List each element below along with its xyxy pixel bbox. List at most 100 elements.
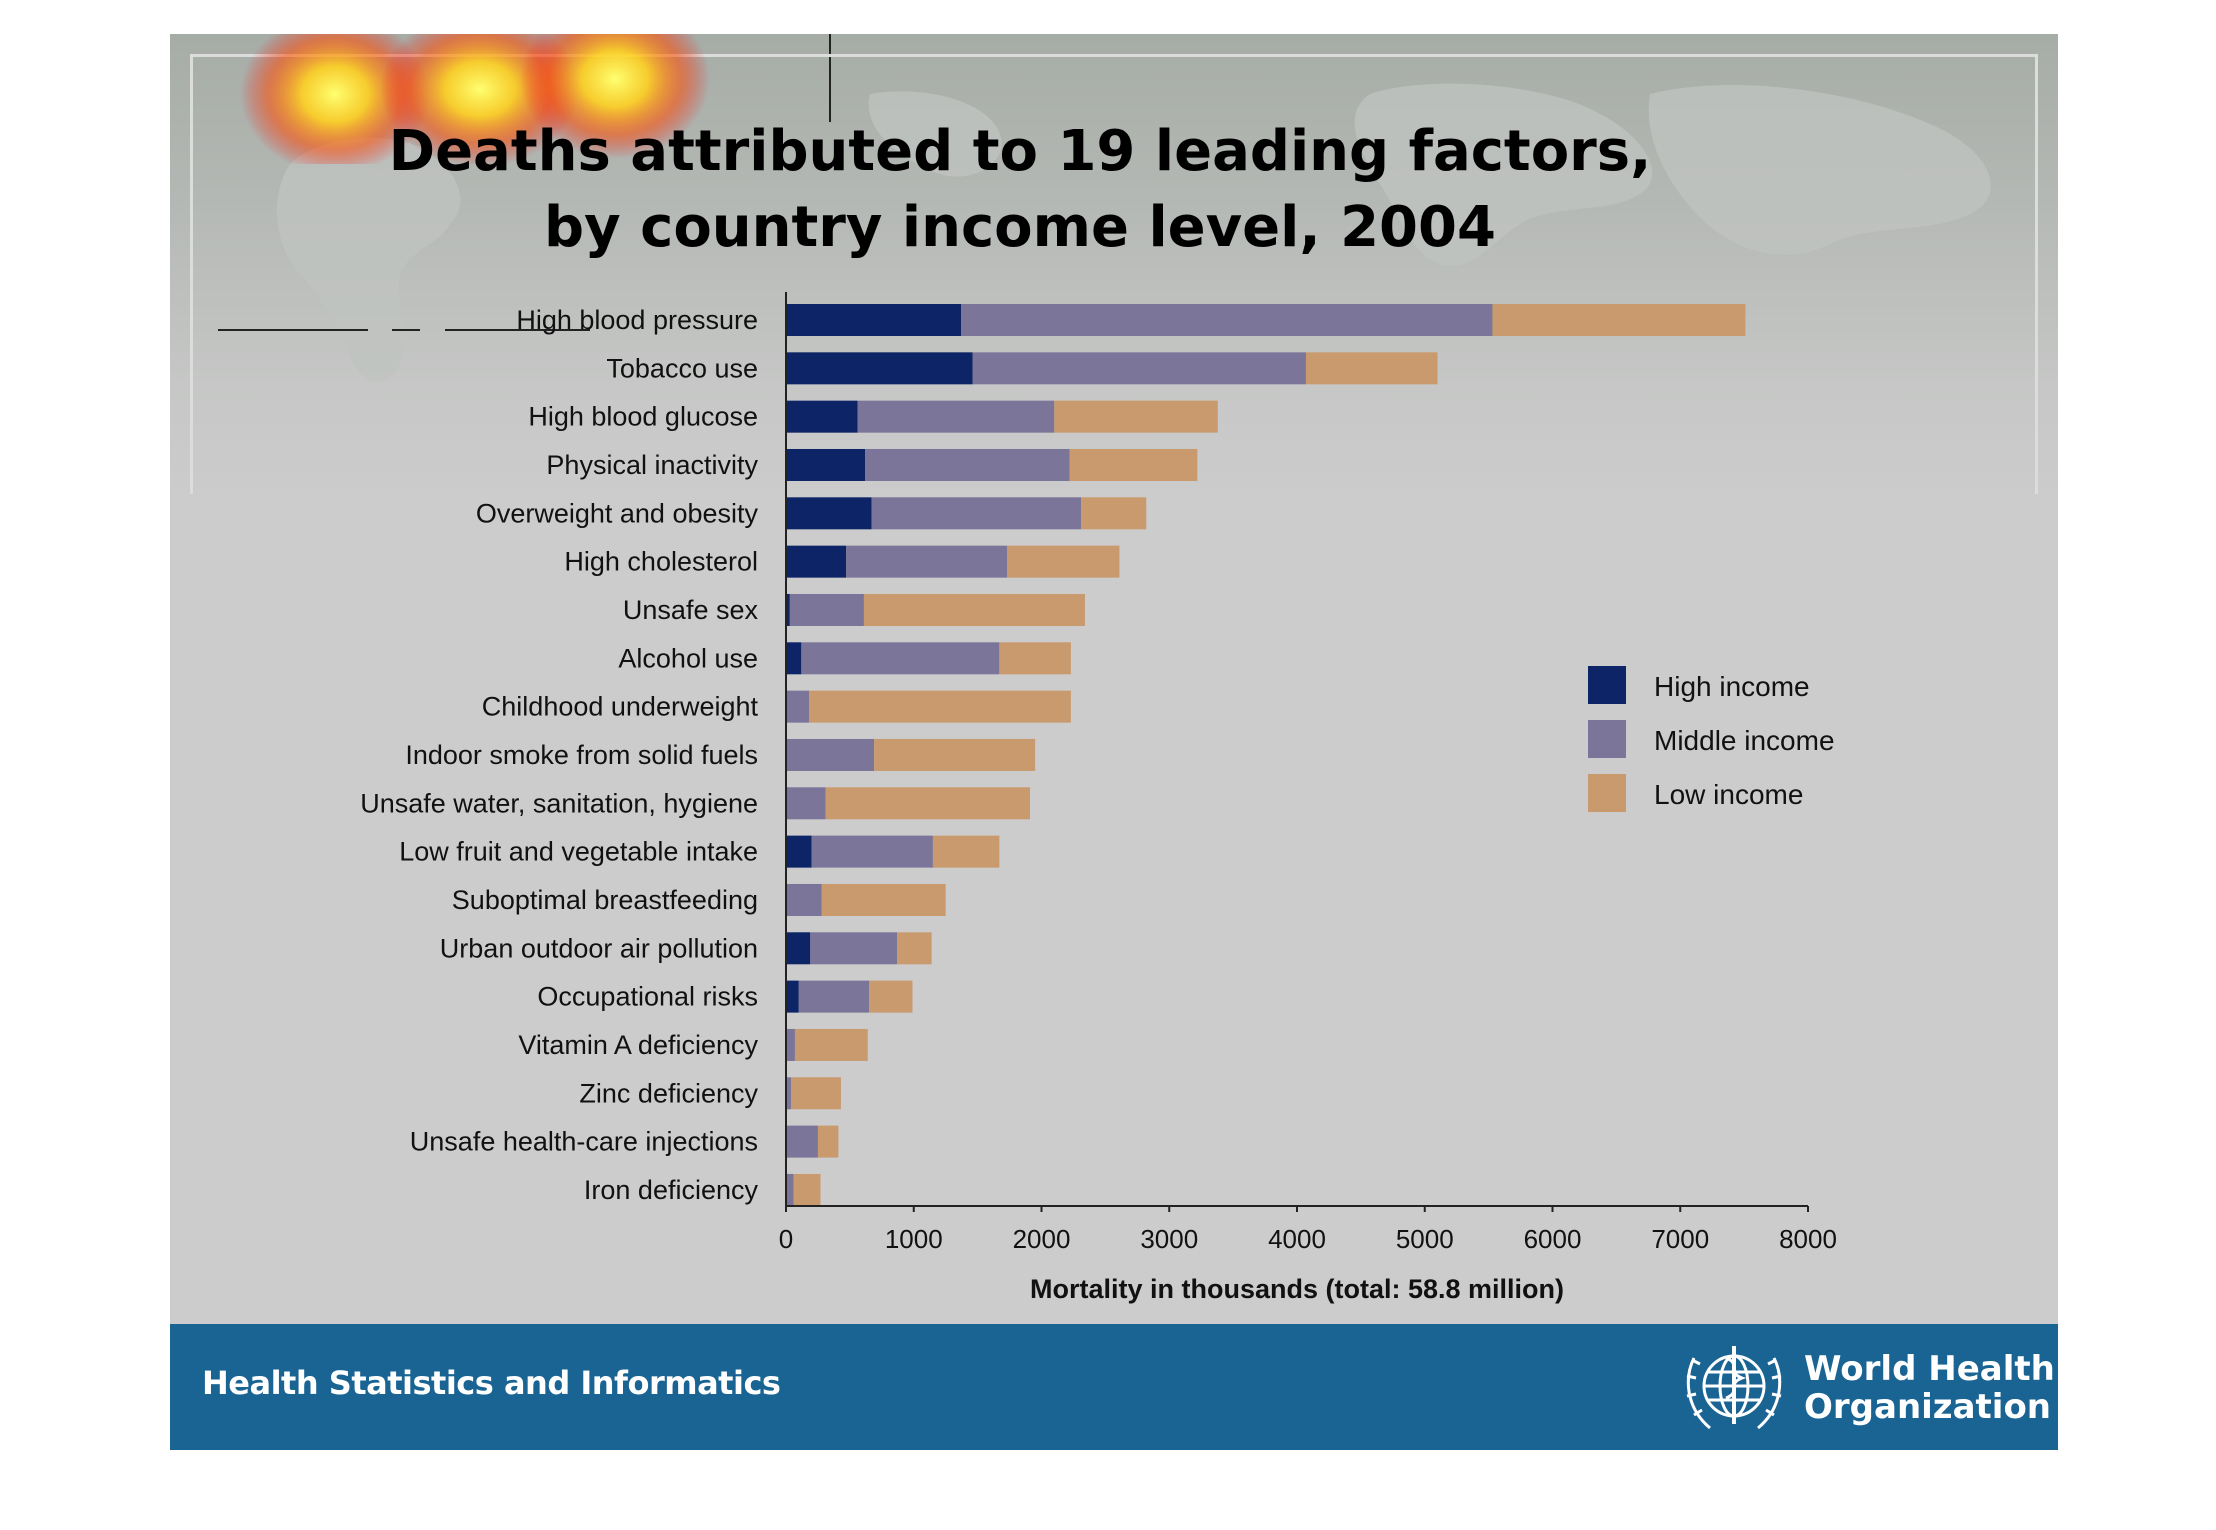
bar-middle-income-5: [846, 545, 1008, 578]
bar-middle-income-7: [801, 642, 1000, 675]
chart-title: Deaths attributed to 19 leading factors,…: [370, 114, 1670, 266]
bar-high-income-13: [786, 932, 811, 965]
x-tick-label: 2000: [1013, 1224, 1071, 1254]
bar-low-income-11: [932, 835, 1000, 868]
bar-low-income-2: [1054, 400, 1218, 433]
bar-middle-income-6: [789, 593, 864, 626]
bar-middle-income-15: [786, 1028, 795, 1061]
bar-middle-income-11: [811, 835, 933, 868]
x-tick-label: 8000: [1779, 1224, 1837, 1254]
x-tick-label: 4000: [1268, 1224, 1326, 1254]
bar-low-income-5: [1007, 545, 1120, 578]
title-line-2: by country income level, 2004: [544, 195, 1496, 260]
legend-swatch-middle-income: [1588, 720, 1626, 758]
category-label: Low fruit and vegetable intake: [399, 837, 758, 867]
x-tick-label: 1000: [885, 1224, 943, 1254]
bar-low-income-17: [817, 1125, 839, 1158]
category-label: Vitamin A deficiency: [518, 1030, 758, 1060]
bar-middle-income-8: [787, 690, 809, 723]
category-label: Unsafe health-care injections: [410, 1127, 758, 1157]
x-ticks: 0 1000 2000 3000 4000 5000 6000 7000 8000: [779, 1206, 1837, 1254]
slide: Deaths attributed to 19 leading factors,…: [170, 34, 2058, 1450]
bar-high-income-1: [786, 352, 973, 385]
category-label: High blood glucose: [528, 402, 758, 432]
category-label: Tobacco use: [606, 353, 758, 383]
bar-high-income-6: [786, 593, 790, 626]
x-tick-label: 6000: [1524, 1224, 1582, 1254]
legend: High income Middle income Low income: [1588, 666, 1835, 812]
category-label: Childhood underweight: [482, 692, 759, 722]
legend-label: Middle income: [1654, 725, 1835, 756]
category-label: Suboptimal breastfeeding: [452, 885, 758, 915]
legend-label: Low income: [1654, 779, 1803, 810]
bar-middle-income-13: [810, 932, 898, 965]
bar-high-income-7: [786, 642, 802, 675]
org-name-line-1: World Health: [1804, 1349, 2055, 1389]
category-label: Unsafe water, sanitation, hygiene: [360, 788, 758, 818]
category-labels: High blood pressure Tobacco use High blood…: [360, 305, 758, 1205]
map-frame: [190, 54, 2038, 494]
bar-middle-income-2: [857, 400, 1055, 433]
who-emblem-icon: [1686, 1346, 1782, 1430]
bar-low-income-3: [1069, 448, 1198, 481]
bar-low-income-6: [863, 593, 1085, 626]
bar-low-income-1: [1305, 352, 1438, 385]
category-label: Occupational risks: [537, 982, 758, 1012]
bar-middle-income-10: [787, 787, 826, 820]
title-line-1: Deaths attributed to 19 leading factors,: [388, 119, 1652, 184]
bar-middle-income-4: [871, 497, 1082, 530]
legend-swatch-high-income: [1588, 666, 1626, 704]
category-label: High blood pressure: [516, 305, 758, 335]
bar-high-income-11: [786, 835, 812, 868]
bar-high-income-14: [786, 980, 799, 1013]
bar-high-income-4: [786, 497, 872, 530]
bar-middle-income-3: [865, 448, 1070, 481]
bar-low-income-12: [821, 883, 946, 916]
category-label: Urban outdoor air pollution: [440, 933, 758, 963]
bar-low-income-0: [1492, 304, 1746, 336]
bar-low-income-15: [794, 1028, 868, 1061]
bar-low-income-16: [791, 1077, 841, 1110]
organization-name: World Health Organization: [1804, 1350, 2055, 1426]
bar-high-income-3: [786, 448, 866, 481]
x-tick-label: 7000: [1651, 1224, 1709, 1254]
bar-low-income-9: [874, 738, 1036, 771]
bar-middle-income-17: [786, 1125, 818, 1158]
bar-middle-income-14: [798, 980, 870, 1013]
bar-low-income-13: [897, 932, 932, 965]
bar-middle-income-18: [787, 1173, 794, 1206]
bars-group: [786, 304, 1746, 1206]
x-tick-label: 0: [779, 1224, 793, 1254]
bar-middle-income-9: [787, 738, 875, 771]
legend-label: High income: [1654, 671, 1810, 702]
bar-middle-income-16: [786, 1077, 792, 1110]
category-label: Unsafe sex: [623, 595, 759, 625]
bar-low-income-7: [999, 642, 1071, 675]
legend-swatch-low-income: [1588, 774, 1626, 812]
bar-low-income-14: [869, 980, 913, 1013]
heat-glow-icon: [240, 34, 710, 164]
category-label: Alcohol use: [618, 643, 758, 673]
x-tick-label: 5000: [1396, 1224, 1454, 1254]
category-label: Overweight and obesity: [476, 498, 759, 528]
category-label: Zinc deficiency: [579, 1078, 758, 1108]
bar-high-income-0: [786, 304, 962, 336]
stacked-bar-chart: High blood pressure Tobacco use High blood…: [360, 292, 1837, 1304]
bar-middle-income-12: [787, 883, 822, 916]
bar-high-income-2: [786, 400, 858, 433]
footer-bar: Health Statistics and Informatics World …: [170, 1324, 2058, 1450]
bar-low-income-10: [825, 787, 1031, 820]
x-tick-label: 3000: [1140, 1224, 1198, 1254]
bar-middle-income-0: [961, 304, 1493, 336]
category-label: High cholesterol: [564, 547, 758, 577]
bar-low-income-8: [808, 690, 1071, 723]
org-name-line-2: Organization: [1804, 1387, 2052, 1427]
bar-low-income-4: [1081, 497, 1147, 530]
x-axis-label: Mortality in thousands (total: 58.8 mill…: [1030, 1274, 1564, 1304]
bar-high-income-5: [786, 545, 847, 578]
bar-middle-income-1: [972, 352, 1306, 385]
bar-low-income-18: [793, 1173, 821, 1206]
category-label: Physical inactivity: [546, 450, 758, 480]
category-label: Iron deficiency: [584, 1175, 759, 1205]
footer-text: Health Statistics and Informatics: [202, 1364, 781, 1402]
